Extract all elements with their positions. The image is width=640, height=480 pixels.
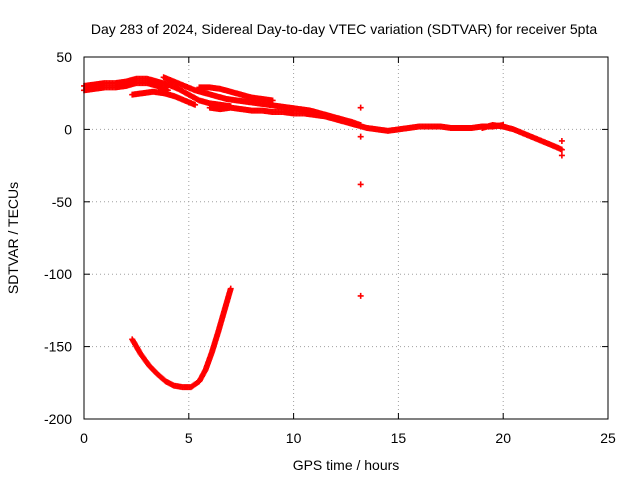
data-point — [558, 152, 565, 159]
data-point — [357, 104, 364, 111]
plot-frame — [83, 56, 609, 420]
data-point — [227, 285, 234, 292]
data-point — [357, 133, 364, 140]
tick-labels: 0 5 10 15 20 25 50 0 -50 -100 -150 -200 — [44, 49, 616, 446]
x-tick-label: 5 — [185, 430, 193, 446]
data-point — [357, 181, 364, 188]
data-point — [558, 137, 565, 144]
chart-title: Day 283 of 2024, Sidereal Day-to-day VTE… — [91, 21, 598, 37]
data-point — [192, 101, 199, 108]
y-tick-label: -50 — [52, 194, 72, 210]
y-tick-label: -150 — [44, 339, 72, 355]
x-tick-label: 15 — [391, 430, 407, 446]
x-axis-label: GPS time / hours — [293, 457, 400, 473]
x-tick-label: 20 — [495, 430, 511, 446]
y-tick-label: 50 — [56, 49, 72, 65]
x-tick-label: 25 — [600, 430, 616, 446]
x-tick-label: 0 — [80, 430, 88, 446]
data-point — [269, 97, 276, 104]
grid-lines — [84, 57, 608, 419]
data-point — [357, 292, 364, 299]
data-points — [81, 74, 565, 391]
plot-axes — [83, 56, 609, 420]
x-tick-label: 10 — [286, 430, 302, 446]
y-tick-label: -100 — [44, 266, 72, 282]
y-tick-label: -200 — [44, 411, 72, 427]
y-axis-label: SDTVAR / TECUs — [5, 182, 21, 294]
y-tick-label: 0 — [64, 121, 72, 137]
data-point — [558, 146, 565, 153]
